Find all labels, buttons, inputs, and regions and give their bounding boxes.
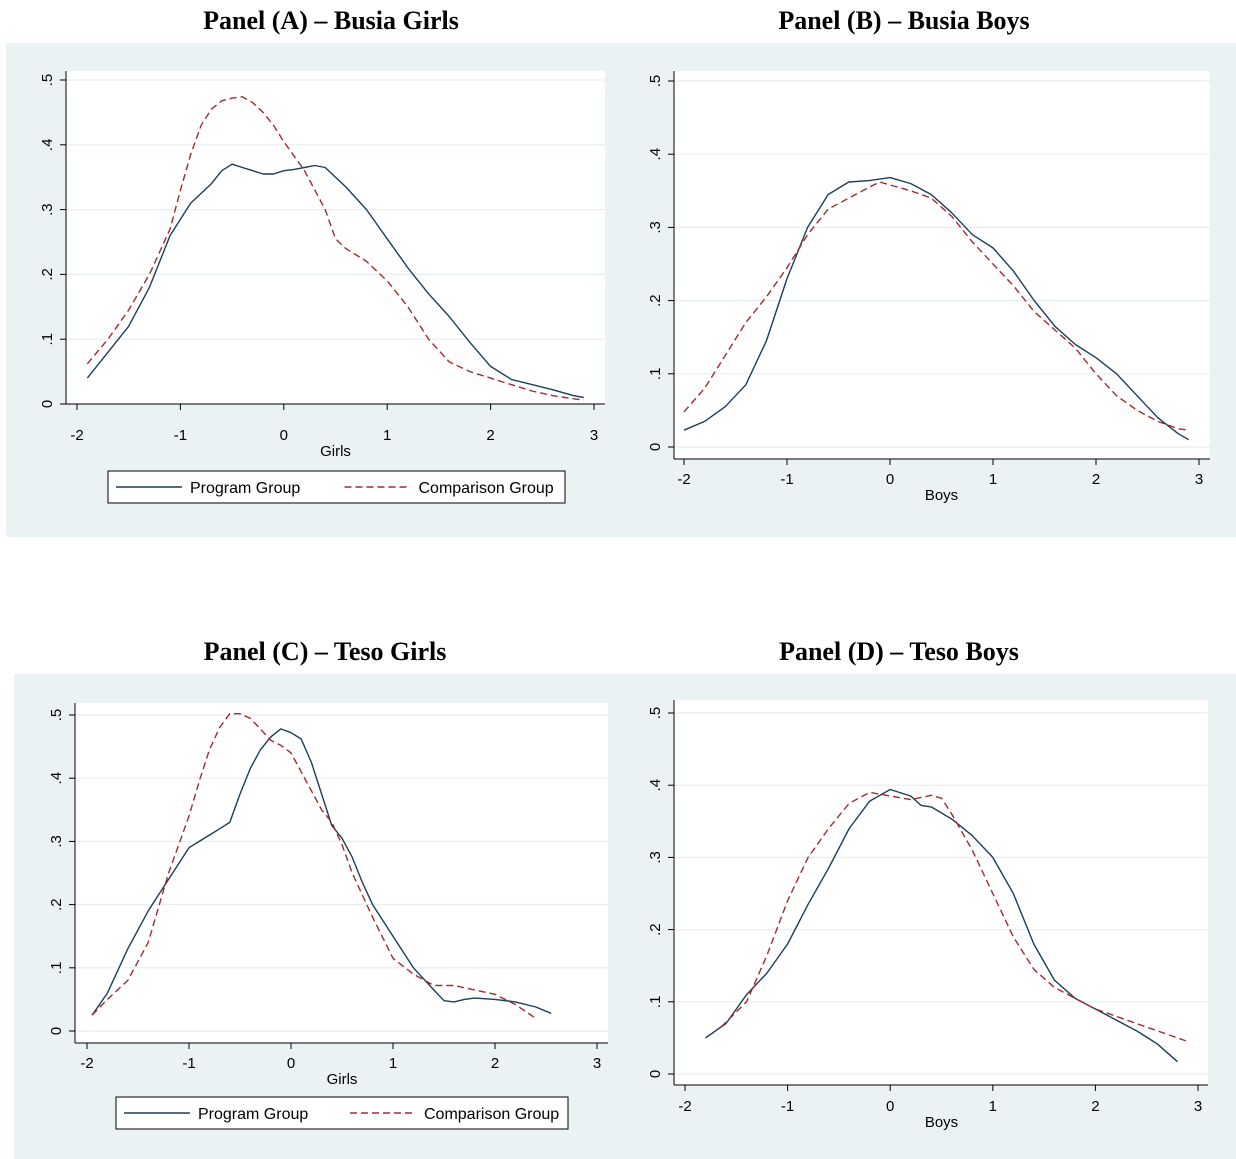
- panel-b-x-tick-label: 2: [1092, 471, 1100, 488]
- panel-d-x-tick-label: -2: [678, 1098, 691, 1115]
- panel-c-x-tick-label: 1: [389, 1055, 397, 1072]
- panel-d-x-tick-label: 3: [1194, 1098, 1202, 1115]
- panel-b-y-tick-label: .4: [647, 148, 664, 161]
- panel-a-x-tick-label: 2: [486, 427, 494, 444]
- panel-b-y-tick-label: .1: [647, 368, 664, 381]
- panel-a-y-tick-label: .5: [39, 74, 56, 87]
- panel-d-x-tick-label: -1: [781, 1098, 794, 1115]
- panel-c-title: Panel (C) – Teso Girls: [203, 637, 447, 666]
- panel-d-x-tick-label: 1: [989, 1098, 997, 1115]
- panel-a-x-tick-label: -2: [70, 427, 83, 444]
- panel-a-y-tick-label: .1: [39, 333, 56, 346]
- panel-b-x-tick-label: -1: [780, 471, 793, 488]
- panel-b-program-group-line: [683, 176, 1190, 441]
- panel-d-x-axis-label: Boys: [925, 1114, 958, 1131]
- panel-b-title: Panel (B) – Busia Boys: [778, 6, 1030, 35]
- panel-a-x-tick-label: 3: [590, 427, 598, 444]
- panel-a-y-tick-label: 0: [39, 400, 56, 408]
- panel-c-legend-label: Program Group: [198, 1106, 308, 1123]
- panel-d-y-tick-label: .2: [647, 923, 664, 936]
- panel-b-x-tick-label: 1: [989, 471, 997, 488]
- panel-a-x-tick-label: 1: [383, 427, 391, 444]
- panel-d-comparison-group-line: [720, 791, 1188, 1043]
- panel-b-x-tick-label: -2: [677, 471, 690, 488]
- panel-c-program-group-line: [91, 728, 552, 1016]
- panel-a-y-tick-label: .4: [39, 139, 56, 152]
- panel-c-y-tick-label: .2: [48, 898, 65, 911]
- panel-a-y-tick-label: .2: [39, 268, 56, 281]
- panel-c-y-tick-label: .5: [48, 709, 65, 722]
- panel-b-y-tick-label: .5: [647, 75, 664, 88]
- panel-c-y-tick-label: 0: [48, 1027, 65, 1035]
- panel-b-y-tick-label: 0: [647, 443, 664, 451]
- panel-b-y-tick-label: .3: [647, 221, 664, 234]
- panel-a-legend-box: [107, 470, 566, 504]
- panel-c-comparison-group-line: [91, 713, 537, 1019]
- panel-c-y-tick-label: .1: [48, 962, 65, 975]
- panel-c-legend-label: Comparison Group: [424, 1106, 559, 1123]
- panel-d-y-tick-label: 0: [647, 1070, 664, 1078]
- panel-c-x-tick-label: 0: [287, 1055, 295, 1072]
- panel-a-legend-label: Program Group: [190, 480, 300, 497]
- panel-b-y-tick-label: .2: [647, 294, 664, 307]
- panel-c-y-tick-label: .4: [48, 772, 65, 785]
- panel-a-y-tick-label: .3: [39, 203, 56, 216]
- panel-d-x-tick-label: 0: [886, 1098, 894, 1115]
- panel-a-program-group-line: [86, 163, 584, 399]
- panel-d-title: Panel (D) – Teso Boys: [779, 637, 1019, 666]
- panel-b-x-axis-label: Boys: [925, 487, 958, 504]
- panel-a-title: Panel (A) – Busia Girls: [203, 6, 459, 35]
- panel-c-x-axis-label: Girls: [327, 1071, 358, 1088]
- panel-d-y-tick-label: .5: [647, 707, 664, 720]
- panel-c-plot-area: [75, 703, 608, 1043]
- panel-c-x-tick-label: -2: [80, 1055, 93, 1072]
- panel-a-legend-label: Comparison Group: [419, 480, 554, 497]
- panel-c-legend-box: [115, 1096, 569, 1130]
- panel-c-x-tick-label: -1: [182, 1055, 195, 1072]
- panel-c-x-tick-label: 2: [491, 1055, 499, 1072]
- panel-a-plot-area: [66, 71, 605, 404]
- panel-d-y-tick-label: .1: [647, 996, 664, 1009]
- panel-d-y-tick-label: .4: [647, 779, 664, 792]
- panel-d-x-tick-label: 2: [1091, 1098, 1099, 1115]
- panel-d-y-tick-label: .3: [647, 851, 664, 864]
- panel-a-x-axis-label: Girls: [320, 443, 351, 460]
- panel-b-plot-area: [674, 71, 1210, 459]
- panel-d-program-group-line: [705, 788, 1178, 1063]
- panel-c-x-tick-label: 3: [593, 1055, 601, 1072]
- panel-c-y-tick-label: .3: [48, 835, 65, 848]
- panel-a-comparison-group-line: [86, 96, 584, 401]
- panel-a-x-tick-label: -1: [174, 427, 187, 444]
- panel-d-plot-area: [674, 700, 1208, 1085]
- panel-b-x-tick-label: 0: [886, 471, 894, 488]
- panel-a-x-tick-label: 0: [280, 427, 288, 444]
- panel-b-x-tick-label: 3: [1195, 471, 1203, 488]
